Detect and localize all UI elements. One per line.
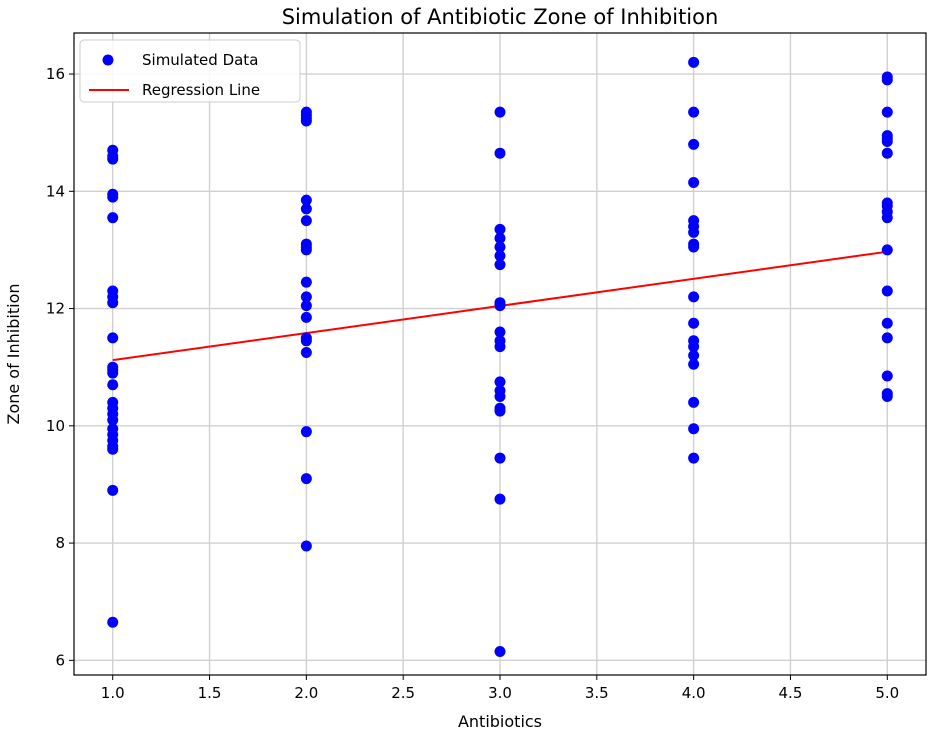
data-point [688,106,700,118]
x-tick-label: 2.5 [391,684,415,702]
data-point [688,226,700,238]
x-tick-label: 3.5 [585,684,609,702]
data-point [688,291,700,303]
data-point [494,326,506,338]
data-point [494,452,506,464]
data-point [494,391,506,403]
data-point [688,56,700,68]
data-point [881,106,893,118]
data-point [881,212,893,224]
data-point [494,250,506,262]
legend: Simulated Data Regression Line [79,39,301,103]
data-point [107,191,119,203]
data-point [494,341,506,353]
data-point [107,379,119,391]
data-point [494,106,506,118]
data-point [107,212,119,224]
chart-title: Simulation of Antibiotic Zone of Inhibit… [282,5,719,29]
x-axis-ticks: 1.0 1.5 2.0 2.5 3.0 3.5 4.0 4.5 5.0 [101,675,899,702]
data-point [300,291,312,303]
data-point [300,300,312,312]
data-point [494,232,506,244]
data-point [107,484,119,496]
data-point [688,396,700,408]
data-point [688,241,700,253]
x-axis-label: Antibiotics [458,712,542,731]
data-point [881,317,893,329]
data-point [300,473,312,485]
data-point [688,177,700,189]
data-point [688,341,700,353]
y-tick-label: 16 [46,65,65,83]
data-point [688,317,700,329]
x-tick-label: 5.0 [875,684,899,702]
y-tick-label: 10 [46,417,65,435]
data-point [107,367,119,379]
y-axis-ticks: 6 8 10 12 14 16 [46,65,74,669]
data-point [300,194,312,206]
data-point [300,335,312,347]
data-point [107,153,119,165]
data-point [107,443,119,455]
data-point [300,215,312,227]
data-point [300,203,312,215]
x-tick-label: 4.5 [779,684,803,702]
data-point [494,147,506,159]
data-point [494,300,506,312]
y-tick-label: 6 [55,651,65,669]
data-point [688,423,700,435]
legend-label-regression-line: Regression Line [142,81,260,99]
y-tick-label: 8 [55,534,65,552]
data-point [107,332,119,344]
data-point [494,493,506,505]
data-point [881,74,893,86]
legend-label-simulated-data: Simulated Data [142,51,258,69]
y-axis-label: Zone of Inhibition [4,283,23,424]
data-point [881,244,893,256]
legend-marker-simulated-data [102,54,114,66]
y-tick-label: 12 [46,300,65,318]
data-point [107,297,119,309]
data-point [881,332,893,344]
data-point [881,285,893,297]
data-point [494,376,506,388]
data-point [494,223,506,235]
data-point [300,311,312,323]
data-point [300,540,312,552]
x-tick-label: 1.5 [198,684,222,702]
data-point [881,370,893,382]
x-tick-label: 4.0 [682,684,706,702]
data-point [688,138,700,150]
data-point [688,452,700,464]
data-point [300,115,312,127]
data-point [494,405,506,417]
data-point [107,414,119,426]
data-point [300,347,312,359]
data-point [494,241,506,253]
data-point [300,244,312,256]
data-point [688,349,700,361]
data-point [494,259,506,271]
data-point [881,391,893,403]
x-tick-label: 2.0 [294,684,318,702]
x-tick-label: 1.0 [101,684,125,702]
data-point [494,646,506,658]
y-tick-label: 14 [46,182,65,200]
data-point [300,426,312,438]
legend-box [79,39,301,103]
data-point [107,616,119,628]
x-tick-label: 3.0 [488,684,512,702]
data-point [688,358,700,370]
data-point [881,147,893,159]
data-point [300,276,312,288]
scatter-points [107,56,893,658]
data-point [881,135,893,147]
